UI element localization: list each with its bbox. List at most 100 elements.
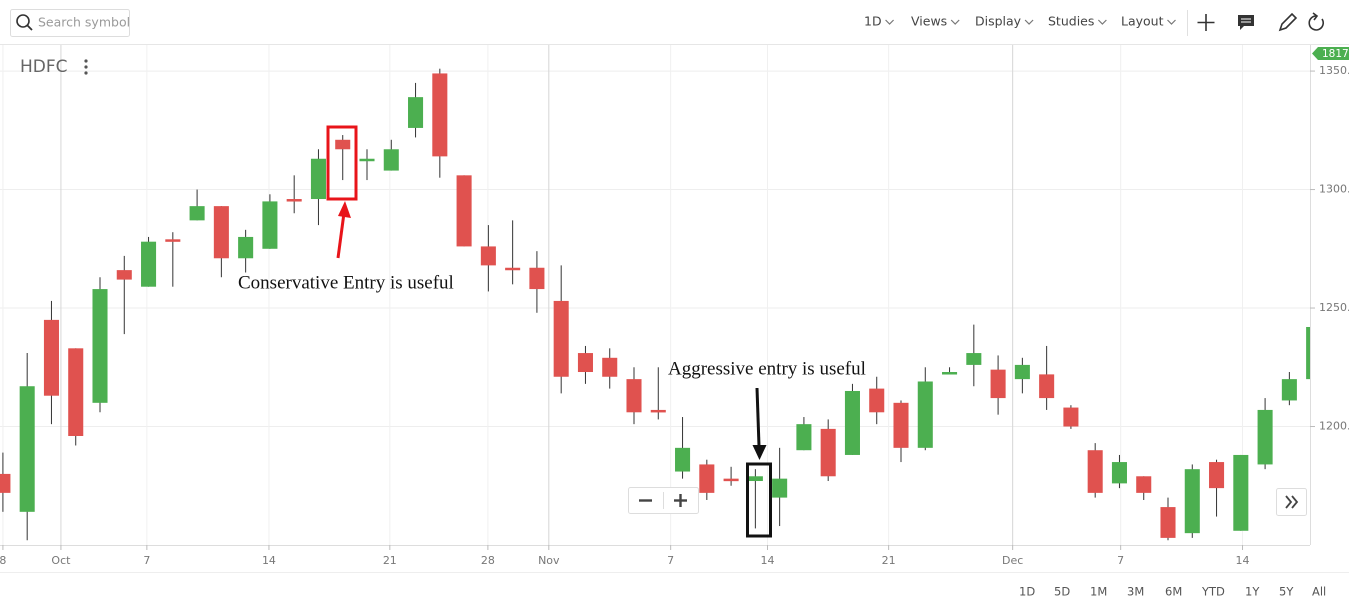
candle	[43, 300, 59, 425]
comment-icon[interactable]	[1238, 15, 1254, 30]
candle	[310, 149, 326, 226]
candle-body	[699, 464, 715, 493]
range-button[interactable]: 6M	[1165, 585, 1182, 596]
candle	[1111, 454, 1127, 489]
range-button[interactable]: 3M	[1127, 585, 1144, 596]
candle-body	[529, 267, 545, 290]
candle	[869, 376, 885, 425]
search-box[interactable]	[10, 9, 130, 37]
add-icon[interactable]	[1197, 14, 1215, 31]
range-button[interactable]: 1M	[1090, 585, 1107, 596]
menu-label: Layout	[1121, 14, 1164, 29]
candle	[505, 220, 521, 285]
candle-body	[432, 73, 448, 157]
candle-body	[238, 236, 254, 259]
arrow	[755, 387, 761, 447]
candle	[1063, 405, 1079, 429]
candle	[747, 469, 763, 529]
candle	[1209, 459, 1225, 517]
highlight-box	[326, 125, 358, 201]
candle	[1233, 454, 1249, 531]
candle-body	[844, 390, 860, 455]
candle	[68, 348, 84, 446]
candle	[456, 175, 472, 247]
candle	[432, 68, 448, 178]
menu-item[interactable]: Layout	[1121, 14, 1176, 29]
candle-body	[335, 139, 351, 150]
candle-body	[1184, 469, 1200, 534]
annotation: Conservative Entry is useful	[238, 272, 454, 293]
candle	[796, 417, 812, 451]
candle-body	[1087, 450, 1103, 493]
y-tick-label: 1200.0	[1319, 420, 1349, 433]
range-button[interactable]: 5D	[1054, 585, 1070, 596]
candle-body	[1306, 326, 1310, 380]
candle	[942, 367, 958, 375]
candle	[990, 355, 1006, 415]
candle	[1136, 476, 1152, 500]
candle	[1014, 357, 1030, 394]
x-tick-label: 14	[262, 554, 276, 567]
x-tick-label: 7	[1117, 554, 1124, 567]
candle-body	[262, 201, 278, 249]
candle	[480, 225, 496, 292]
candle	[165, 232, 181, 287]
candle-body	[286, 199, 302, 202]
menu-label: Views	[911, 14, 947, 29]
candle	[383, 139, 399, 171]
x-tick-label: 28	[481, 554, 495, 567]
candle	[1039, 345, 1055, 410]
symbol-menu[interactable]	[84, 59, 88, 75]
range-button[interactable]: All	[1312, 585, 1326, 596]
x-tick-label: 7	[667, 554, 674, 567]
draw-icon[interactable]	[1278, 12, 1298, 32]
range-button[interactable]: 1Y	[1245, 585, 1260, 596]
menu-item[interactable]: 1D	[864, 14, 895, 29]
range-button[interactable]: 1D	[1019, 585, 1035, 596]
menu-item[interactable]: Display	[975, 14, 1034, 29]
range-button[interactable]: YTD	[1201, 585, 1225, 596]
candle	[602, 348, 618, 389]
candle	[335, 135, 351, 181]
highlight-box	[746, 462, 772, 538]
reset-icon[interactable]	[1308, 12, 1325, 31]
candle	[1257, 398, 1273, 470]
candle-body	[456, 175, 472, 247]
candle	[577, 345, 593, 384]
candle-body	[820, 428, 836, 477]
candle	[262, 194, 278, 249]
candle-body	[1063, 407, 1079, 427]
candle	[699, 459, 715, 500]
chevron	[950, 19, 960, 25]
candle-body	[480, 246, 496, 266]
zoom-in[interactable]	[674, 494, 687, 507]
range-button[interactable]: 5Y	[1279, 585, 1294, 596]
candle-body	[1257, 409, 1273, 465]
candle-body	[650, 409, 666, 413]
candle-body	[1111, 462, 1127, 484]
menu-item[interactable]: Views	[911, 14, 960, 29]
range-bar	[0, 572, 1349, 596]
candle-body	[43, 319, 59, 396]
annotation: Aggressive entry is useful	[668, 358, 866, 379]
candle	[19, 353, 35, 541]
search-placeholder: Search symbol	[38, 15, 130, 30]
candle-body	[1233, 454, 1249, 531]
candle	[966, 324, 982, 387]
candle-body	[723, 478, 739, 482]
x-tick-label: 21	[882, 554, 896, 567]
candle	[917, 367, 933, 451]
search-icon	[26, 24, 33, 31]
candle-body	[796, 424, 812, 451]
candle-body	[213, 206, 229, 259]
arrow-head	[338, 201, 351, 218]
candle	[189, 189, 205, 221]
scroll-right[interactable]	[1276, 488, 1307, 516]
candle-body	[626, 379, 642, 413]
menu-item[interactable]: Studies	[1048, 14, 1107, 29]
toolbar	[0, 0, 1349, 45]
y-tick-label: 1300.0	[1319, 183, 1349, 196]
candle	[408, 82, 424, 138]
candle-body	[602, 357, 618, 377]
